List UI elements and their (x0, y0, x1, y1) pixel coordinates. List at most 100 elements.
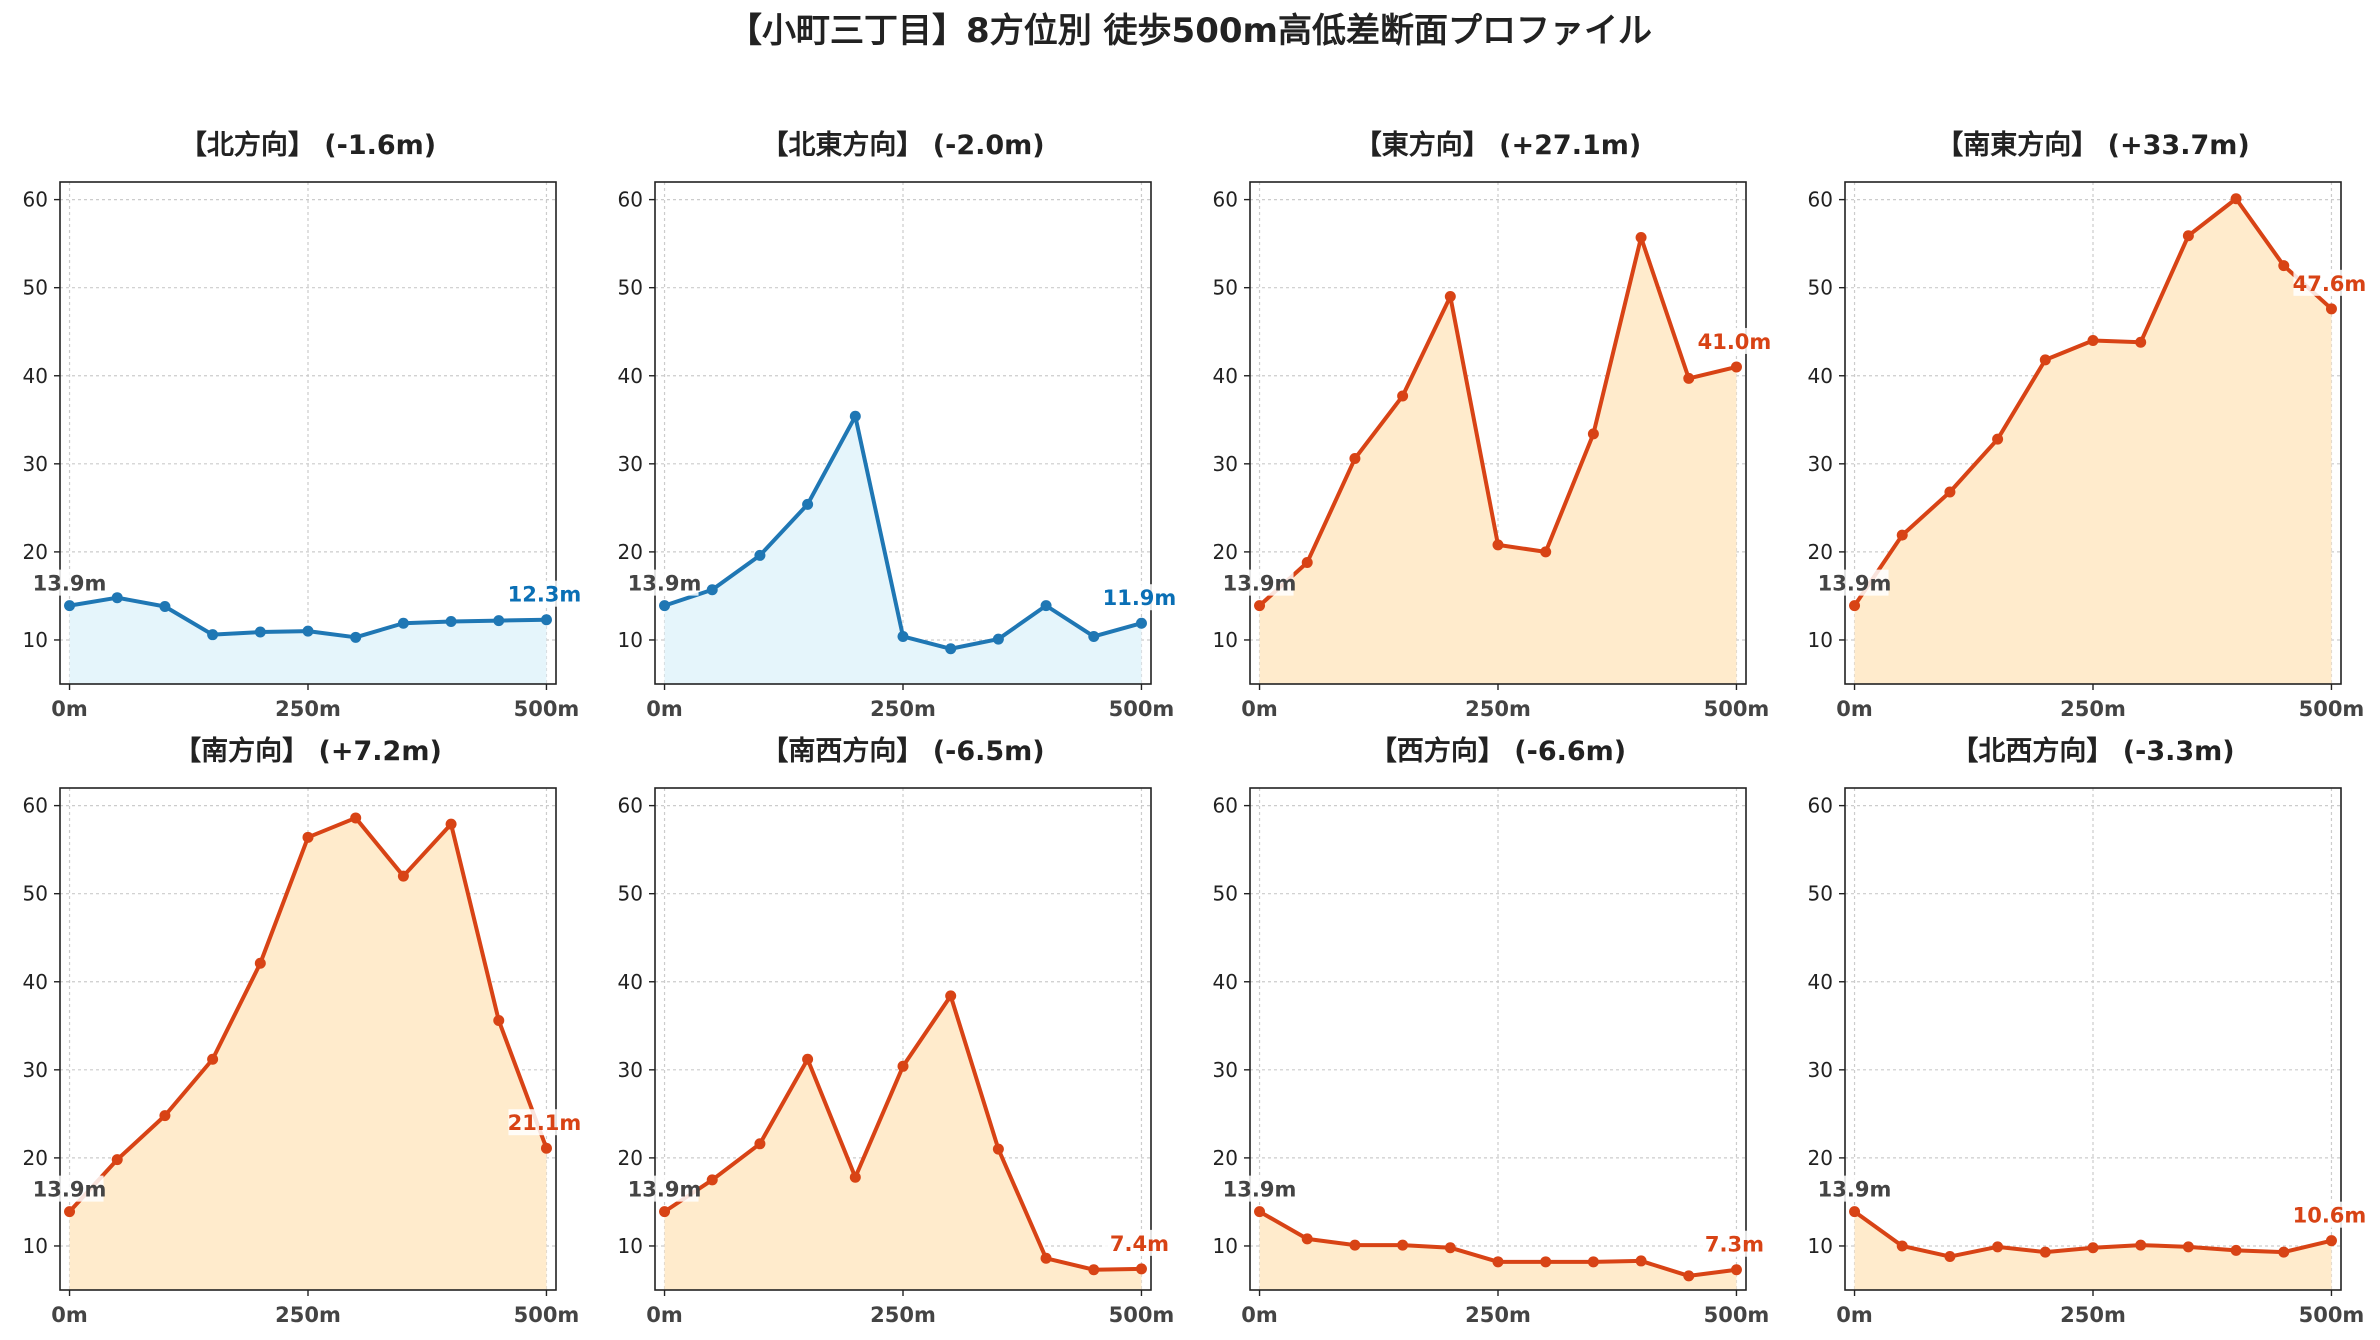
x-tick-label: 0m (51, 697, 88, 721)
y-tick-label: 20 (1213, 540, 1238, 564)
data-point (1944, 1251, 1956, 1263)
y-tick-label: 40 (23, 364, 48, 388)
y-tick-label: 10 (1213, 628, 1238, 652)
x-tick-label: 0m (646, 1303, 683, 1327)
end-label-bg (2293, 269, 2366, 296)
data-point (493, 615, 505, 627)
y-tick-label: 20 (1213, 1146, 1238, 1170)
end-label-bg (508, 1109, 581, 1136)
end-label-bg (1698, 327, 1771, 354)
y-tick-label: 30 (618, 1058, 643, 1082)
data-point (897, 630, 909, 642)
y-tick-label: 50 (618, 276, 643, 300)
data-point (2278, 1246, 2290, 1258)
area-fill (69, 817, 547, 1290)
x-tick-label: 0m (1241, 697, 1278, 721)
data-point (207, 1053, 219, 1065)
end-label: 47.6m (2293, 272, 2367, 296)
data-point (2135, 336, 2147, 348)
start-label-bg (1824, 1175, 1889, 1202)
end-label: 7.4m (1110, 1232, 1169, 1256)
data-point (1444, 1242, 1456, 1254)
data-point (2230, 1244, 2242, 1256)
data-point (1040, 1252, 1052, 1264)
data-point (1492, 1256, 1504, 1268)
chart-title: 【北方向】 (-1.6m) (180, 129, 436, 161)
start-label: 13.9m (628, 1178, 702, 1202)
x-tick-label: 500m (1109, 697, 1175, 721)
data-point (397, 870, 409, 882)
chart-panel: 【南西方向】 (-6.5m) 10 20 30 40 50 60 0m 250m 500m 13.9… (618, 735, 1176, 1327)
y-tick-label: 40 (23, 970, 48, 994)
data-point (1397, 390, 1409, 402)
y-tick-label: 50 (1808, 276, 1833, 300)
x-tick-label: 500m (1704, 697, 1770, 721)
data-point (992, 1143, 1004, 1155)
chart-panel: 【北西方向】 (-3.3m) 10 20 30 40 50 60 0m 250m 500m 13.9… (1808, 735, 2367, 1327)
chart-panel: 【西方向】 (-6.6m) 10 20 30 40 50 60 0m 250m 500m 13.9m… (1213, 735, 1771, 1327)
data-point (302, 831, 314, 843)
data-point (302, 625, 314, 637)
data-point (64, 1206, 76, 1218)
y-tick-label: 40 (1213, 364, 1238, 388)
start-label-bg (1229, 569, 1294, 596)
data-point (1849, 600, 1861, 612)
data-point (1349, 453, 1361, 465)
y-tick-label: 60 (23, 188, 48, 212)
x-tick-label: 500m (1704, 1303, 1770, 1327)
y-tick-label: 60 (618, 188, 643, 212)
y-tick-label: 30 (618, 452, 643, 476)
data-point (1896, 529, 1908, 541)
y-tick-label: 30 (1213, 452, 1238, 476)
y-tick-label: 30 (23, 452, 48, 476)
end-label-bg (1698, 1230, 1771, 1257)
end-label: 41.0m (1698, 330, 1772, 354)
x-tick-label: 500m (1109, 1303, 1175, 1327)
data-point (659, 600, 671, 612)
data-point (754, 549, 766, 561)
data-point (254, 626, 266, 638)
x-tick-label: 250m (870, 697, 936, 721)
data-point (111, 592, 123, 604)
y-tick-label: 60 (1213, 794, 1238, 818)
data-point (1301, 1233, 1313, 1245)
chart-panel: 【北東方向】 (-2.0m) 10 20 30 40 50 60 0m 250m 500m 13.9… (618, 129, 1177, 721)
data-point (802, 1053, 814, 1065)
y-tick-label: 50 (1808, 882, 1833, 906)
y-tick-label: 10 (1808, 628, 1833, 652)
x-tick-label: 500m (2299, 1303, 2365, 1327)
x-tick-label: 0m (646, 697, 683, 721)
data-point (2230, 193, 2242, 205)
y-tick-label: 50 (1213, 276, 1238, 300)
data-point (1135, 1263, 1147, 1275)
start-label-bg (39, 1175, 104, 1202)
end-label: 10.6m (2293, 1204, 2367, 1228)
chart-title: 【西方向】 (-6.6m) (1370, 735, 1626, 767)
y-tick-label: 40 (1213, 970, 1238, 994)
data-point (1088, 1264, 1100, 1276)
y-tick-label: 30 (1808, 452, 1833, 476)
area-fill (664, 995, 1142, 1290)
data-point (1254, 600, 1266, 612)
data-point (159, 1110, 171, 1122)
data-point (2278, 260, 2290, 272)
chart-panel: 【南方向】 (+7.2m) 10 20 30 40 50 60 0m 250m 500m 13.9m… (23, 735, 582, 1327)
data-point (754, 1138, 766, 1150)
data-point (706, 584, 718, 596)
chart-title: 【北西方向】 (-3.3m) (1951, 735, 2234, 767)
data-point (111, 1154, 123, 1166)
data-point (540, 614, 552, 626)
y-tick-label: 20 (23, 540, 48, 564)
x-tick-label: 0m (51, 1303, 88, 1327)
data-point (350, 812, 362, 824)
start-label-bg (634, 569, 699, 596)
y-tick-label: 10 (618, 628, 643, 652)
data-point (207, 629, 219, 641)
data-point (1349, 1239, 1361, 1251)
data-point (445, 818, 457, 830)
data-point (254, 957, 266, 969)
chart-panel: 【東方向】 (+27.1m) 10 20 30 40 50 60 0m 250m 500m 13.9… (1213, 129, 1772, 721)
data-point (1849, 1206, 1861, 1218)
data-point (64, 600, 76, 612)
